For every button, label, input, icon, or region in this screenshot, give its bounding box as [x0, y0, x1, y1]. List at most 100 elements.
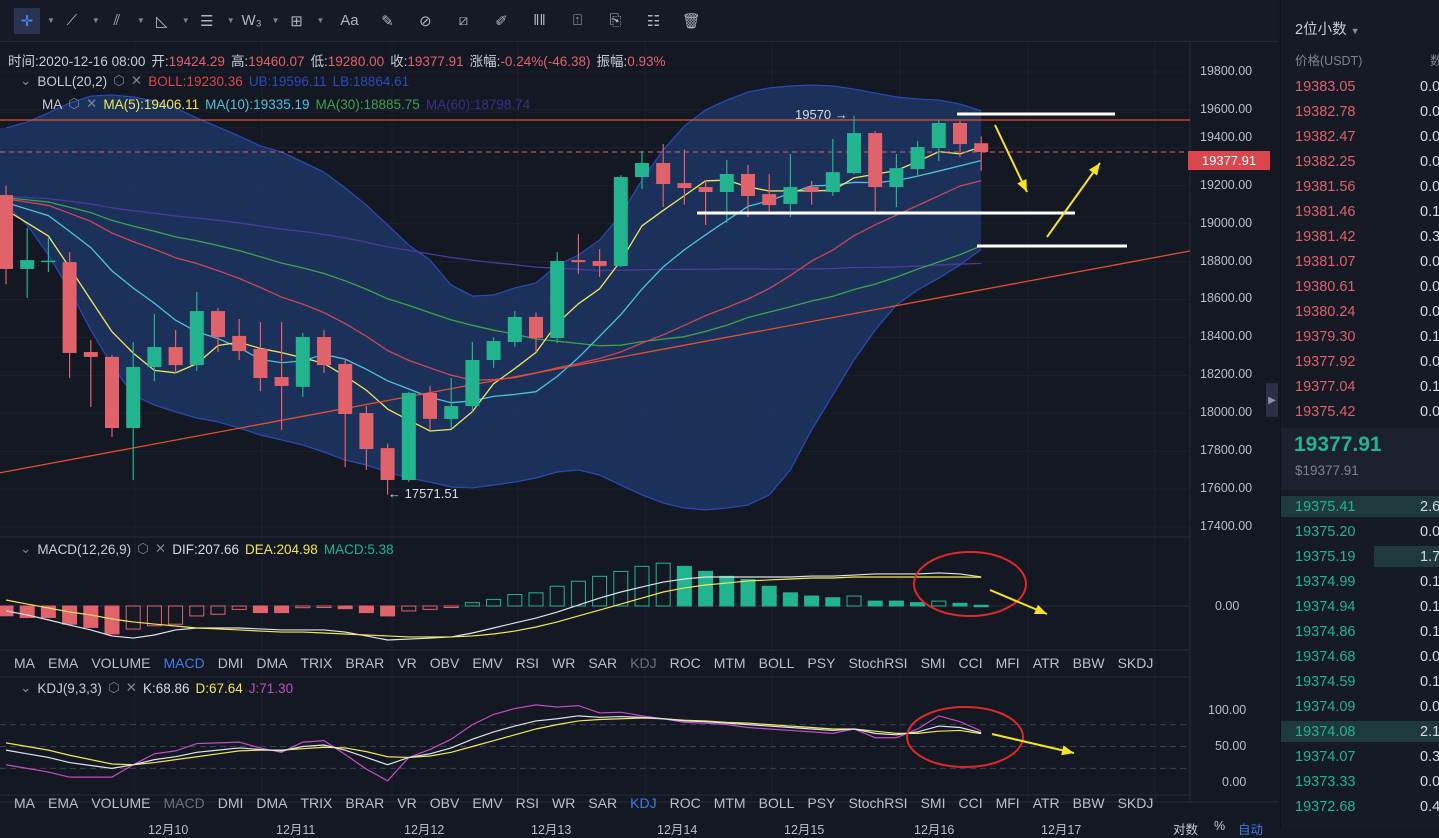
- indicator-tab-ma[interactable]: MA: [14, 795, 35, 811]
- indicator-tab-volume[interactable]: VOLUME: [91, 795, 151, 811]
- parallel-channel-tool-button[interactable]: ⫽: [104, 8, 130, 34]
- bid-row[interactable]: 19372.68 0.4: [1281, 794, 1439, 819]
- indicator-tab-atr[interactable]: ATR: [1032, 795, 1060, 811]
- bid-row[interactable]: 19373.33 0.0: [1281, 769, 1439, 794]
- indicator-tab-bbw[interactable]: BBW: [1072, 655, 1105, 671]
- notes-tool-button[interactable]: ☷: [640, 8, 666, 34]
- chevron-down-icon[interactable]: ▼: [271, 16, 280, 25]
- decimals-select[interactable]: 2位小数 ▼: [1295, 18, 1360, 39]
- ask-row[interactable]: 19381.56 0.0: [1281, 174, 1439, 199]
- indicator-tab-roc[interactable]: ROC: [669, 795, 701, 811]
- ask-row[interactable]: 19383.05 0.0: [1281, 74, 1439, 99]
- indicator-tab-stochrsi[interactable]: StochRSI: [848, 795, 908, 811]
- indicator-tab-obv[interactable]: OBV: [429, 655, 460, 671]
- percent-scale-toggle[interactable]: %: [1214, 819, 1226, 833]
- indicator-tab-psy[interactable]: PSY: [807, 795, 836, 811]
- crosshair-tool-button[interactable]: ✛: [14, 7, 40, 34]
- indicator-tab-roc[interactable]: ROC: [669, 655, 701, 671]
- ask-row[interactable]: 19381.46 0.1: [1281, 199, 1439, 224]
- bid-row[interactable]: 19374.59 0.1: [1281, 669, 1439, 694]
- wave-tool-button[interactable]: W₃: [239, 8, 265, 34]
- collapse-panel-handle[interactable]: ▶: [1266, 383, 1278, 417]
- trendline-tool-button[interactable]: ⟋: [59, 8, 85, 34]
- chevron-down-icon[interactable]: ▼: [181, 16, 190, 25]
- indicator-tab-macd[interactable]: MACD: [163, 795, 205, 811]
- ask-row[interactable]: 19377.92 0.0: [1281, 349, 1439, 374]
- indicator-tab-ema[interactable]: EMA: [48, 795, 79, 811]
- indicator-tab-kdj[interactable]: KDJ: [630, 655, 657, 671]
- indicator-tab-cci[interactable]: CCI: [958, 795, 983, 811]
- ask-row[interactable]: 19380.24 0.0: [1281, 299, 1439, 324]
- indicator-tab-kdj[interactable]: KDJ: [630, 795, 657, 811]
- tool-dropdown[interactable]: ▼: [269, 8, 280, 34]
- indicator-tab-mtm[interactable]: MTM: [713, 795, 746, 811]
- settings-gear-icon[interactable]: ⬡: [137, 541, 149, 556]
- indicator-tab-stochrsi[interactable]: StochRSI: [848, 655, 908, 671]
- indicator-tab-macd[interactable]: MACD: [163, 655, 205, 671]
- tool-dropdown[interactable]: ▼: [179, 8, 190, 34]
- ask-row[interactable]: 19382.78 0.0: [1281, 99, 1439, 124]
- candles-tool-button[interactable]: ǁǁ: [526, 8, 552, 34]
- indicator-tab-dmi[interactable]: DMI: [217, 795, 244, 811]
- close-icon[interactable]: ✕: [86, 96, 98, 111]
- tool-dropdown[interactable]: ▼: [134, 8, 145, 34]
- bid-row[interactable]: 19374.99 0.1: [1281, 569, 1439, 594]
- ask-row[interactable]: 19377.04 0.1: [1281, 374, 1439, 399]
- chevron-down-icon[interactable]: ▼: [226, 16, 235, 25]
- text-tool-button[interactable]: Aa: [336, 8, 362, 34]
- indicator-tab-dma[interactable]: DMA: [256, 655, 288, 671]
- indicator-tab-volume[interactable]: VOLUME: [91, 655, 151, 671]
- chevron-down-icon[interactable]: ▼: [316, 16, 325, 25]
- collapse-chevron-icon[interactable]: ⌄: [20, 73, 32, 88]
- bid-row[interactable]: 19374.08 2.1: [1281, 719, 1439, 744]
- settings-gear-icon[interactable]: ⬡: [107, 680, 120, 695]
- ask-row[interactable]: 19380.61 0.0: [1281, 274, 1439, 299]
- indicator-tab-rsi[interactable]: RSI: [515, 795, 540, 811]
- indicator-tab-smi[interactable]: SMI: [920, 655, 946, 671]
- ruler-tool-button[interactable]: ⧄: [450, 8, 476, 34]
- indicator-tab-sar[interactable]: SAR: [588, 795, 618, 811]
- indicator-tab-dma[interactable]: DMA: [256, 795, 288, 811]
- indicator-tab-rsi[interactable]: RSI: [515, 655, 540, 671]
- chart-canvas[interactable]: [0, 42, 1278, 829]
- bid-row[interactable]: 19374.94 0.1: [1281, 594, 1439, 619]
- bid-row[interactable]: 19375.41 2.6: [1281, 494, 1439, 519]
- ask-row[interactable]: 19381.07 0.0: [1281, 249, 1439, 274]
- horizontal-lines-tool-button[interactable]: ☰: [194, 8, 220, 34]
- indicator-tab-skdj[interactable]: SKDJ: [1117, 655, 1154, 671]
- chevron-down-icon[interactable]: ▼: [136, 16, 145, 25]
- indicator-tab-trix[interactable]: TRIX: [300, 795, 333, 811]
- bid-row[interactable]: 19374.07 0.3: [1281, 744, 1439, 769]
- bookmark-tool-button[interactable]: ⎘: [602, 8, 628, 34]
- indicator-tab-boll[interactable]: BOLL: [758, 655, 795, 671]
- chevron-down-icon[interactable]: ▼: [91, 16, 100, 25]
- ask-row[interactable]: 19381.42 0.3: [1281, 224, 1439, 249]
- tool-dropdown[interactable]: ▼: [89, 8, 100, 34]
- indicator-tab-sar[interactable]: SAR: [588, 655, 618, 671]
- close-icon[interactable]: ✕: [125, 680, 137, 695]
- indicator-tab-skdj[interactable]: SKDJ: [1117, 795, 1154, 811]
- settings-gear-icon[interactable]: ⬡: [68, 96, 81, 111]
- close-icon[interactable]: ✕: [154, 541, 167, 556]
- indicator-tab-mfi[interactable]: MFI: [995, 795, 1020, 811]
- indicator-tab-bbw[interactable]: BBW: [1072, 795, 1105, 811]
- indicator-tab-psy[interactable]: PSY: [807, 655, 836, 671]
- collapse-chevron-icon[interactable]: ⌄: [20, 541, 32, 556]
- indicator-tab-cci[interactable]: CCI: [958, 655, 983, 671]
- ask-row[interactable]: 19382.47 0.0: [1281, 124, 1439, 149]
- indicator-tab-trix[interactable]: TRIX: [300, 655, 333, 671]
- indicator-tab-emv[interactable]: EMV: [472, 795, 503, 811]
- rectangle-tool-button[interactable]: ⊞: [284, 8, 310, 34]
- magnet-tool-button[interactable]: ⊘: [412, 8, 438, 34]
- indicator-tab-vr[interactable]: VR: [397, 795, 417, 811]
- indicator-tab-emv[interactable]: EMV: [472, 655, 503, 671]
- indicator-tab-wr[interactable]: WR: [552, 655, 576, 671]
- close-icon[interactable]: ✕: [130, 73, 143, 88]
- indicator-tab-atr[interactable]: ATR: [1032, 655, 1060, 671]
- indicator-tab-obv[interactable]: OBV: [429, 795, 460, 811]
- bid-row[interactable]: 19375.20 0.0: [1281, 519, 1439, 544]
- indicator-tab-wr[interactable]: WR: [552, 795, 576, 811]
- collapse-chevron-icon[interactable]: ⌄: [20, 680, 32, 695]
- bid-row[interactable]: 19374.68 0.0: [1281, 644, 1439, 669]
- brush-tool-button[interactable]: ✐: [488, 8, 514, 34]
